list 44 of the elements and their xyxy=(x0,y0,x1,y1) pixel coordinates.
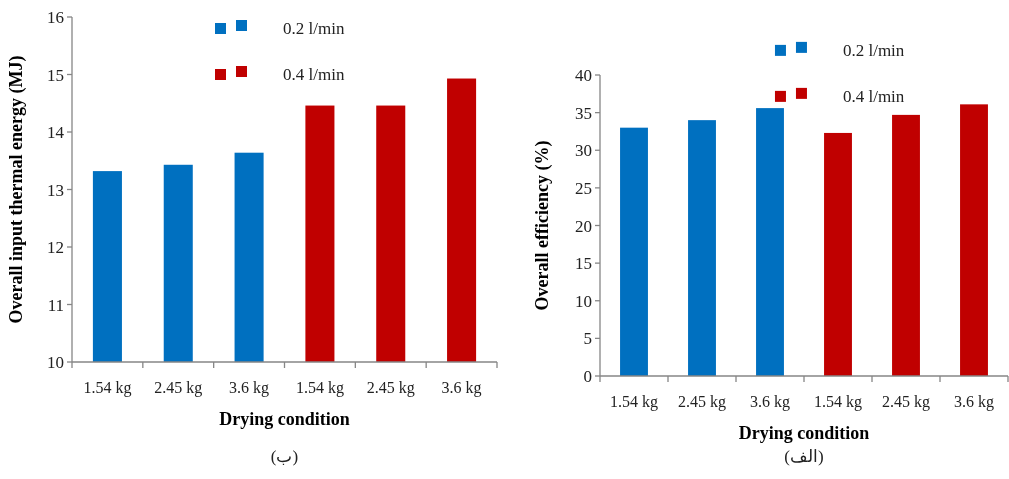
x-tick-label: 2.45 kg xyxy=(366,379,415,397)
bar xyxy=(756,108,784,376)
x-tick-label: 3.6 kg xyxy=(229,379,270,397)
bar xyxy=(688,120,716,376)
y-axis-title: Overall efficiency (%) xyxy=(532,140,553,311)
x-tick-label: 1.54 kg xyxy=(610,393,658,411)
text: (ب) xyxy=(270,447,299,466)
bar xyxy=(892,114,920,376)
y-tick-label: 35 xyxy=(575,103,592,123)
bar xyxy=(960,104,988,376)
y-tick-label: 13 xyxy=(47,180,64,200)
legend-label: 0.4 l/min xyxy=(283,65,345,84)
x-tick-label: 2.45 kg xyxy=(154,379,203,397)
text: (الف) xyxy=(784,447,824,466)
x-tick-label: 1.54 kg xyxy=(295,379,344,397)
x-tick-label: 3.6 kg xyxy=(954,393,994,411)
y-tick-label: 15 xyxy=(47,65,64,85)
y-tick-label: 14 xyxy=(47,123,65,142)
x-axis-title: Drying condition xyxy=(738,423,870,443)
y-tick-label: 16 xyxy=(47,8,64,27)
y-tick-label: 5 xyxy=(583,329,592,349)
y-tick-label: 25 xyxy=(575,178,592,198)
y-tick-label: 20 xyxy=(575,216,592,236)
y-tick-label: 12 xyxy=(47,238,64,257)
legend-label: 0.4 l/min xyxy=(842,86,905,106)
x-tick-label: 1.54 kg xyxy=(83,379,132,397)
x-tick-label: 2.45 kg xyxy=(678,393,726,411)
x-tick-label: 3.6 kg xyxy=(441,379,482,397)
x-tick-label: 3.6 kg xyxy=(750,393,790,411)
x-tick-label: 1.54 kg xyxy=(814,393,862,411)
x-axis-title: Drying condition xyxy=(219,409,350,429)
bar xyxy=(824,132,852,376)
y-tick-label: 0 xyxy=(583,367,592,386)
y-tick-label: 15 xyxy=(575,254,592,274)
bar xyxy=(620,127,648,376)
y-tick-label: 11 xyxy=(47,295,64,315)
legend-label: 0.2 l/min xyxy=(842,40,905,60)
y-tick-label: 40 xyxy=(575,66,592,85)
y-tick-label: 10 xyxy=(575,291,592,311)
x-tick-label: 2.45 kg xyxy=(882,393,930,411)
y-tick-label: 10 xyxy=(47,353,64,372)
y-axis-title: Overall input thermal energy (MJ) xyxy=(6,55,27,324)
legend-label: 0.2 l/min xyxy=(283,19,345,38)
y-tick-label: 30 xyxy=(575,141,592,161)
